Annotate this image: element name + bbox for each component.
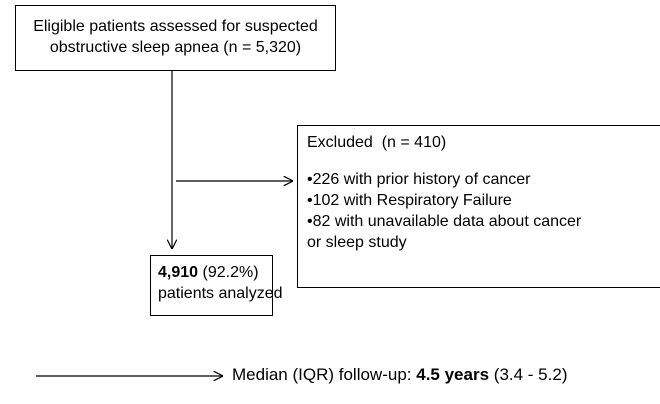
excluded-item: 82 with unavailable data about cancer xyxy=(307,211,660,232)
follow-up-duration: 4.5 years xyxy=(416,365,490,384)
excluded-item: or sleep study xyxy=(307,234,407,251)
follow-up-prefix: Median (IQR) follow-up: xyxy=(232,365,412,384)
analyzed-percent: (92.2%) xyxy=(202,264,259,281)
excluded-box: Excluded (n = 410) 226 with prior histor… xyxy=(297,125,660,288)
screening-line: Eligible patients assessed for suspected xyxy=(33,18,318,35)
excluded-item: 226 with prior history of cancer xyxy=(307,169,660,190)
screening-line: obstructive sleep apnea (n = 5,320) xyxy=(49,39,302,56)
follow-up-range: (3.4 - 5.2) xyxy=(493,365,568,384)
analyzed-count-line: 4,910 (92.2%) xyxy=(158,262,272,283)
excluded-item: 102 with Respiratory Failure xyxy=(307,190,660,211)
analyzed-label: patients analyzed xyxy=(158,285,283,302)
analyzed-count: 4,910 xyxy=(158,264,199,281)
screening-box: Eligible patients assessed for suspected… xyxy=(15,5,336,71)
excluded-list: 226 with prior history of cancer102 with… xyxy=(307,169,660,253)
follow-up: Median (IQR) follow-up: 4.5 years (3.4 -… xyxy=(232,365,567,385)
excluded-title: Excluded (n = 410) xyxy=(307,134,447,151)
analyzed-box: 4,910 (92.2%) patients analyzed xyxy=(150,255,283,316)
